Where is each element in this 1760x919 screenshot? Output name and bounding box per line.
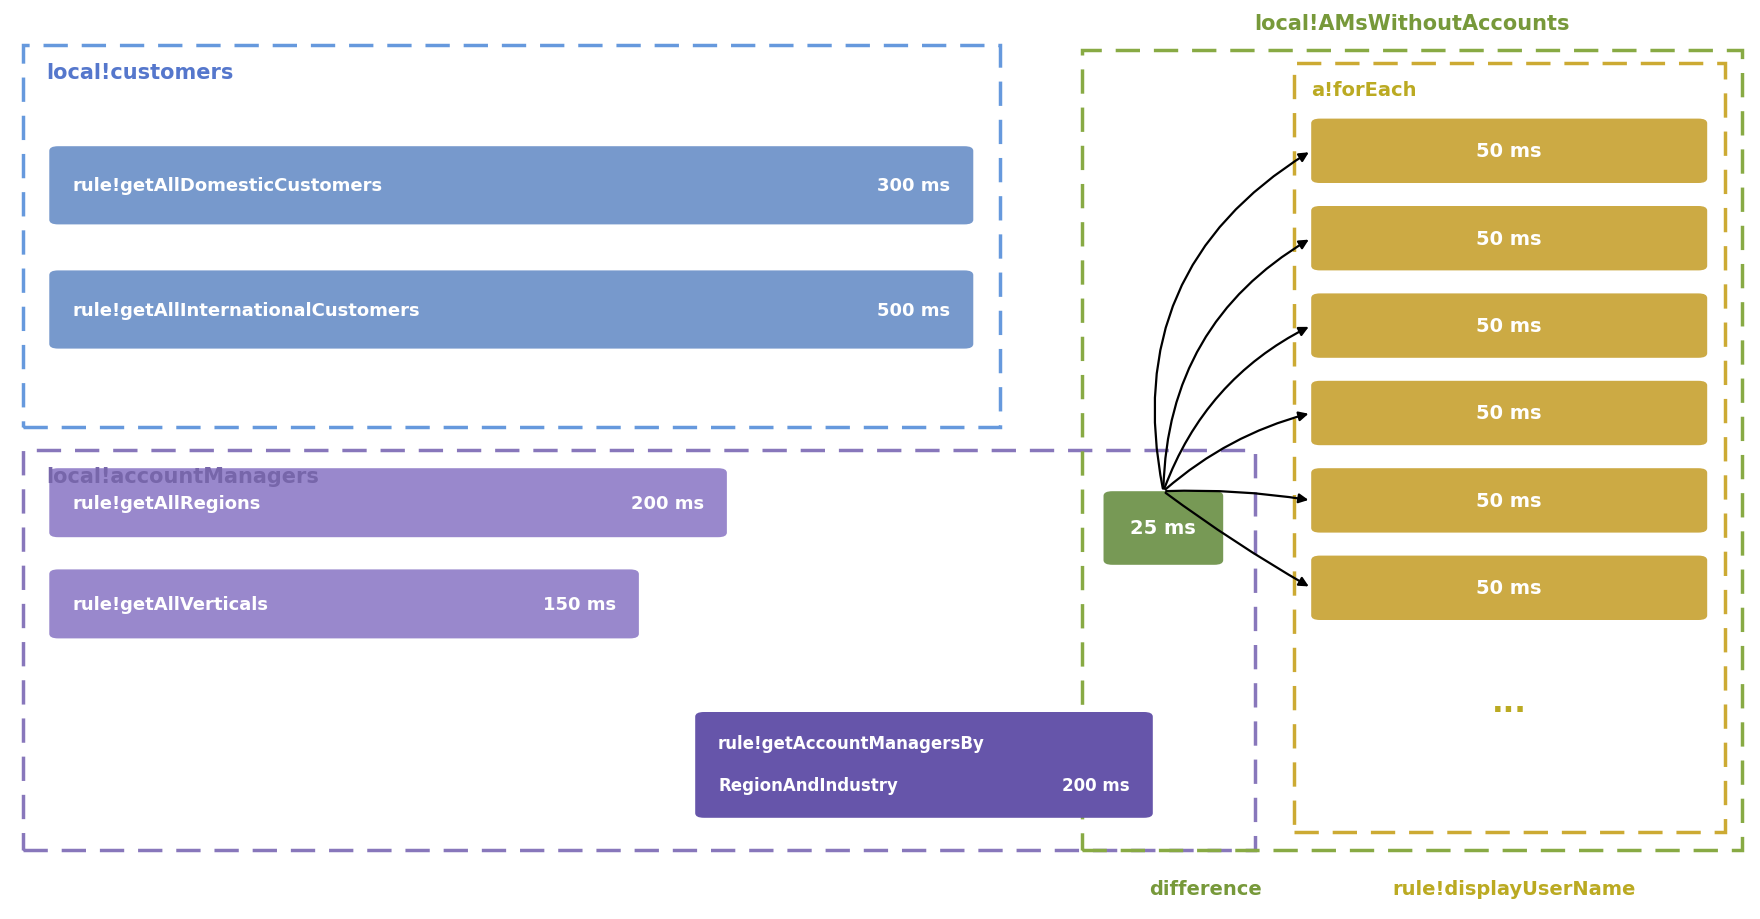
Text: 300 ms: 300 ms <box>876 177 950 195</box>
Text: rule!getAllRegions: rule!getAllRegions <box>72 494 260 512</box>
FancyBboxPatch shape <box>49 147 973 225</box>
Text: 50 ms: 50 ms <box>1477 230 1542 248</box>
Text: local!AMsWithoutAccounts: local!AMsWithoutAccounts <box>1255 14 1570 34</box>
Text: rule!displayUserName: rule!displayUserName <box>1392 879 1635 898</box>
FancyBboxPatch shape <box>1311 207 1707 271</box>
Text: 500 ms: 500 ms <box>876 301 950 319</box>
Text: 50 ms: 50 ms <box>1477 404 1542 423</box>
Text: 50 ms: 50 ms <box>1477 142 1542 161</box>
FancyBboxPatch shape <box>1311 294 1707 358</box>
Text: ...: ... <box>1492 688 1526 718</box>
Text: 150 ms: 150 ms <box>542 596 616 613</box>
Text: local!customers: local!customers <box>46 62 232 83</box>
FancyBboxPatch shape <box>49 469 727 538</box>
FancyBboxPatch shape <box>1311 381 1707 446</box>
FancyBboxPatch shape <box>49 570 639 639</box>
Text: 50 ms: 50 ms <box>1477 317 1542 335</box>
Text: rule!getAllVerticals: rule!getAllVerticals <box>72 596 268 613</box>
FancyBboxPatch shape <box>1311 469 1707 533</box>
FancyBboxPatch shape <box>49 271 973 349</box>
Text: rule!getAccountManagersBy: rule!getAccountManagersBy <box>718 734 986 752</box>
Text: RegionAndIndustry: RegionAndIndustry <box>718 777 898 794</box>
FancyBboxPatch shape <box>1311 556 1707 620</box>
Text: 50 ms: 50 ms <box>1477 492 1542 510</box>
Text: local!accountManagers: local!accountManagers <box>46 467 319 487</box>
Text: difference: difference <box>1149 879 1262 898</box>
Text: rule!getAllDomesticCustomers: rule!getAllDomesticCustomers <box>72 177 382 195</box>
Text: a!forEach: a!forEach <box>1311 81 1417 100</box>
Text: 50 ms: 50 ms <box>1477 579 1542 597</box>
FancyBboxPatch shape <box>695 712 1153 818</box>
Text: 200 ms: 200 ms <box>630 494 704 512</box>
Text: rule!getAllInternationalCustomers: rule!getAllInternationalCustomers <box>72 301 421 319</box>
Text: 200 ms: 200 ms <box>1063 777 1130 794</box>
Text: 25 ms: 25 ms <box>1130 519 1197 538</box>
FancyBboxPatch shape <box>1311 119 1707 184</box>
FancyBboxPatch shape <box>1104 492 1223 565</box>
